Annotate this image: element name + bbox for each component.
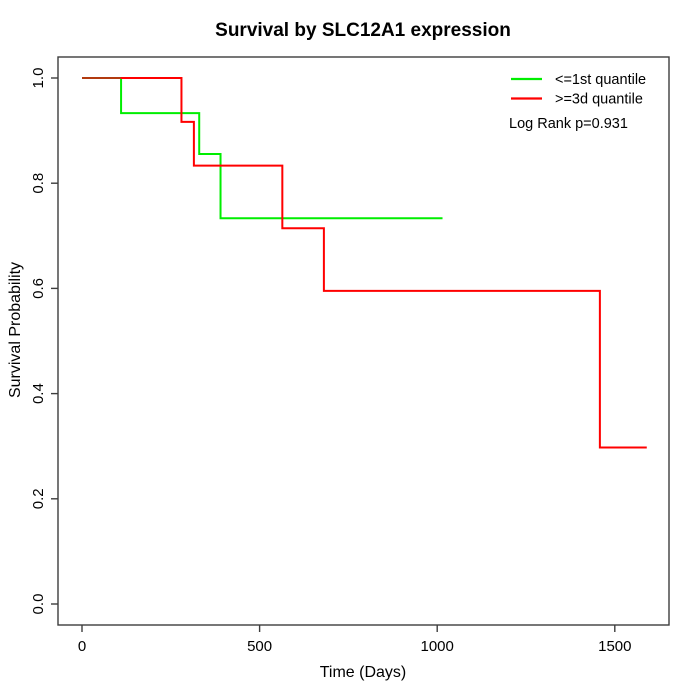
x-axis-ticks: 0 500 1000 1500	[78, 625, 631, 655]
curves	[82, 77, 647, 449]
y-tick-label: 0.0	[30, 594, 47, 615]
log-rank-annotation: Log Rank p=0.931	[509, 116, 628, 132]
y-tick-label: 0.8	[30, 173, 47, 194]
x-axis-label: Time (Days)	[320, 664, 407, 681]
y-axis-label: Survival Probability	[7, 262, 24, 398]
y-tick-label: 0.2	[30, 488, 47, 509]
y-tick-label: 0.6	[30, 278, 47, 299]
survival-curve-red	[82, 77, 647, 449]
plot-title: Survival by SLC12A1 expression	[215, 20, 511, 41]
legend-label-red: >=3d quantile	[555, 92, 643, 108]
legend: <=1st quantile >=3d quantile Log Rank p=…	[509, 72, 646, 132]
legend-label-green: <=1st quantile	[555, 72, 646, 88]
survival-curve-green	[82, 77, 443, 220]
x-tick-label: 500	[247, 638, 272, 655]
x-tick-label: 1500	[598, 638, 631, 655]
x-tick-label: 1000	[421, 638, 454, 655]
y-axis-ticks: 0.0 0.2 0.4 0.6 0.8 1.0	[30, 68, 58, 615]
y-tick-label: 1.0	[30, 68, 47, 89]
plot-box	[57, 56, 670, 626]
y-tick-label: 0.4	[30, 383, 47, 404]
x-tick-label: 0	[78, 638, 86, 655]
